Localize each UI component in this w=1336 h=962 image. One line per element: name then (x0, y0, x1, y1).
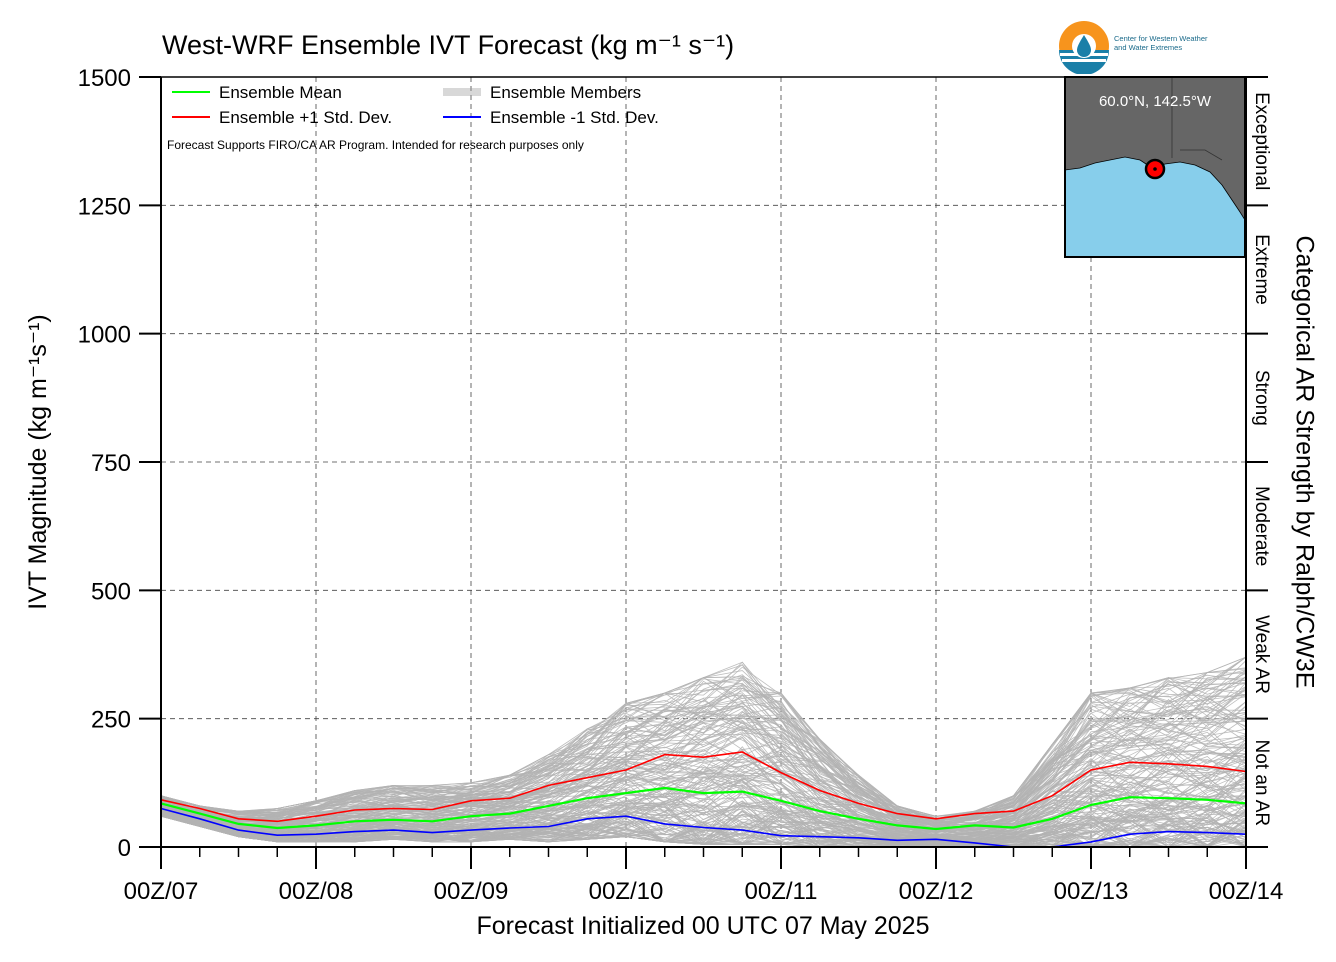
ensemble-member-line (160, 796, 1247, 848)
legend-label: Ensemble Mean (219, 83, 342, 102)
organization-name-line1: Center for Western Weather (1114, 34, 1208, 43)
x-tick-label: 00Z/09 (434, 878, 509, 905)
y-tick-label: 1000 (78, 322, 131, 349)
series-layer (160, 751, 1247, 848)
organization-name-line2: and Water Extremes (1114, 43, 1183, 52)
ensemble-member-line (160, 693, 1247, 828)
ensemble-member-line (160, 703, 1247, 827)
legend-label: Ensemble Members (490, 83, 641, 102)
ensemble-member-line (160, 676, 1247, 823)
y-tick-label: 250 (91, 707, 131, 734)
ensemble-member-line (160, 671, 1247, 822)
ensemble-plus1-line (160, 751, 1247, 823)
x-tick-label: 00Z/11 (745, 878, 818, 905)
ar-category-label: Strong (1251, 370, 1272, 426)
ensemble-member-line (160, 656, 1247, 821)
y-tick-label: 1250 (78, 193, 131, 220)
ar-category-label: Exceptional (1251, 92, 1272, 190)
ensemble-member-line (160, 668, 1247, 818)
ensemble-member-line (160, 760, 1247, 840)
inset-border-line (1180, 149, 1223, 161)
ensemble-member-line (160, 771, 1247, 841)
y-tick-label: 500 (91, 578, 131, 605)
ensemble-mean-line (160, 786, 1247, 831)
right-axis-label: Categorical AR Strength by Ralph/CW3E (1290, 235, 1319, 689)
inset-frame (1064, 76, 1246, 258)
disclaimer-text: Forecast Supports FIRO/CA AR Program. In… (167, 138, 584, 152)
y-tick-label: 750 (91, 450, 131, 477)
chart-title: West-WRF Ensemble IVT Forecast (kg m⁻¹ s… (162, 30, 735, 60)
y-tick-label: 0 (118, 835, 131, 862)
inset-map: 60.0°N, 142.5°W (1064, 76, 1246, 258)
legend-label: Ensemble +1 Std. Dev. (219, 108, 392, 127)
y-axis-label: IVT Magnitude (kg m⁻¹s⁻¹) (24, 314, 52, 610)
x-tick-label: 00Z/14 (1209, 878, 1284, 905)
ensemble-member-line (160, 776, 1247, 840)
legend-layer: Ensemble Mean Ensemble +1 Std. Dev. Ensemb… (167, 83, 659, 152)
ensemble-member-line (160, 701, 1247, 831)
x-tick-label: 00Z/07 (124, 878, 199, 905)
x-axis-label: Forecast Initialized 00 UTC 07 May 2025 (476, 912, 930, 940)
x-tick-label: 00Z/13 (1054, 878, 1129, 905)
y-tick-label: 1500 (78, 65, 131, 92)
organization-name: Center for Western Weather and Water Ext… (1114, 34, 1208, 52)
ar-category-label: Weak AR (1251, 615, 1272, 694)
ensemble-member-line (160, 656, 1247, 817)
grid-layer (161, 77, 1246, 847)
ensemble-member-line (160, 767, 1247, 839)
inset-location-label: 60.0°N, 142.5°W (1099, 93, 1212, 110)
legend-label: Ensemble -1 Std. Dev. (490, 108, 659, 127)
ensemble-member-line (160, 711, 1247, 828)
ar-category-label: Extreme (1251, 234, 1272, 305)
ensemble-member-line (160, 702, 1247, 825)
cw3e-water-drop-logo-icon (1059, 21, 1109, 75)
ensemble-members-layer (160, 656, 1247, 848)
ar-category-label: Moderate (1251, 486, 1272, 566)
ar-category-label: Not an AR (1251, 739, 1272, 826)
ensemble-member-line (160, 656, 1247, 817)
ensemble-member-line (160, 686, 1247, 826)
ensemble-member-line (160, 787, 1247, 841)
ensemble-minus1-line (160, 807, 1247, 848)
ensemble-member-line (160, 748, 1247, 836)
ensemble-member-line (160, 796, 1247, 844)
x-tick-label: 00Z/12 (899, 878, 974, 905)
cw3e-logo: Center for Western Weather and Water Ext… (1058, 20, 1238, 75)
x-tick-label: 00Z/08 (279, 878, 354, 905)
x-tick-label: 00Z/10 (589, 878, 664, 905)
location-marker-center (1153, 167, 1157, 171)
ensemble-member-line (160, 656, 1247, 824)
